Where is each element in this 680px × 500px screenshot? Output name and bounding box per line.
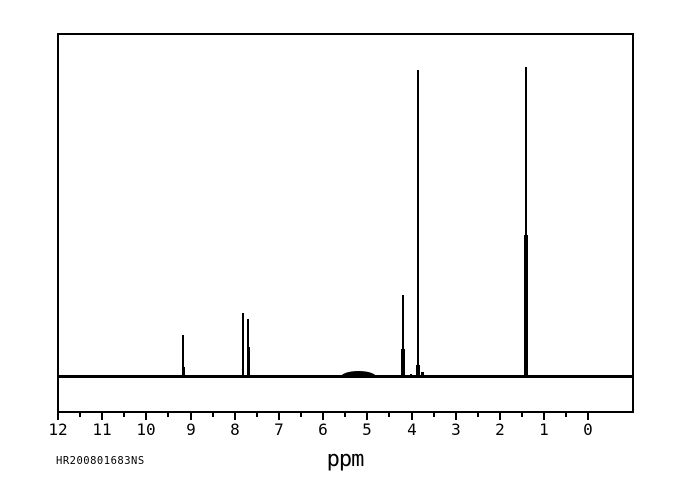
x-major-tick [101,413,103,420]
x-major-tick [411,413,413,420]
x-minor-tick [79,413,81,417]
x-major-tick [278,413,280,420]
nmr-peak-line [196,376,199,378]
x-tick-label: 3 [451,420,461,439]
x-tick-label: 4 [407,420,417,439]
nmr-peak-base [242,343,245,378]
broad-peak-hump [339,371,378,378]
x-tick-label: 10 [136,420,156,439]
x-major-tick [499,413,501,420]
x-minor-tick [477,413,479,417]
x-major-tick [145,413,147,420]
nmr-peak-base [401,349,406,378]
x-minor-tick [167,413,169,417]
x-major-tick [455,413,457,420]
sample-id-label: HR200801683NS [56,455,145,467]
x-minor-tick [212,413,214,417]
x-tick-label: 12 [48,420,68,439]
x-minor-tick [256,413,258,417]
x-major-tick [587,413,589,420]
x-major-tick [234,413,236,420]
x-tick-label: 2 [495,420,505,439]
nmr-peak-base [524,235,529,378]
nmr-peak-line [525,67,528,378]
x-minor-tick [300,413,302,417]
x-minor-tick [521,413,523,417]
nmr-peak-base [246,347,250,378]
nmr-peak-line [402,295,405,378]
x-tick-label: 5 [362,420,372,439]
x-tick-label: 1 [539,420,549,439]
x-axis-title: ppm [326,447,365,472]
nmr-peak-line [182,335,185,378]
x-major-tick [190,413,192,420]
x-minor-tick [344,413,346,417]
x-tick-label: 9 [186,420,196,439]
x-major-tick [322,413,324,420]
x-minor-tick [123,413,125,417]
x-tick-label: 7 [274,420,284,439]
x-minor-tick [433,413,435,417]
nmr-peak-line [420,372,424,378]
x-tick-label: 6 [318,420,328,439]
nmr-peak-line [410,374,413,378]
x-tick-label: 8 [230,420,240,439]
x-tick-label: 0 [583,420,593,439]
plot-frame [57,33,634,413]
nmr-peak-base [181,367,185,378]
x-minor-tick [388,413,390,417]
x-major-tick [57,413,59,420]
nmr-peak-base [416,365,421,378]
x-tick-label: 11 [92,420,112,439]
x-major-tick [543,413,545,420]
x-major-tick [366,413,368,420]
x-minor-tick [565,413,567,417]
nmr-peak-line [417,70,420,378]
nmr-peak-line [537,375,540,378]
